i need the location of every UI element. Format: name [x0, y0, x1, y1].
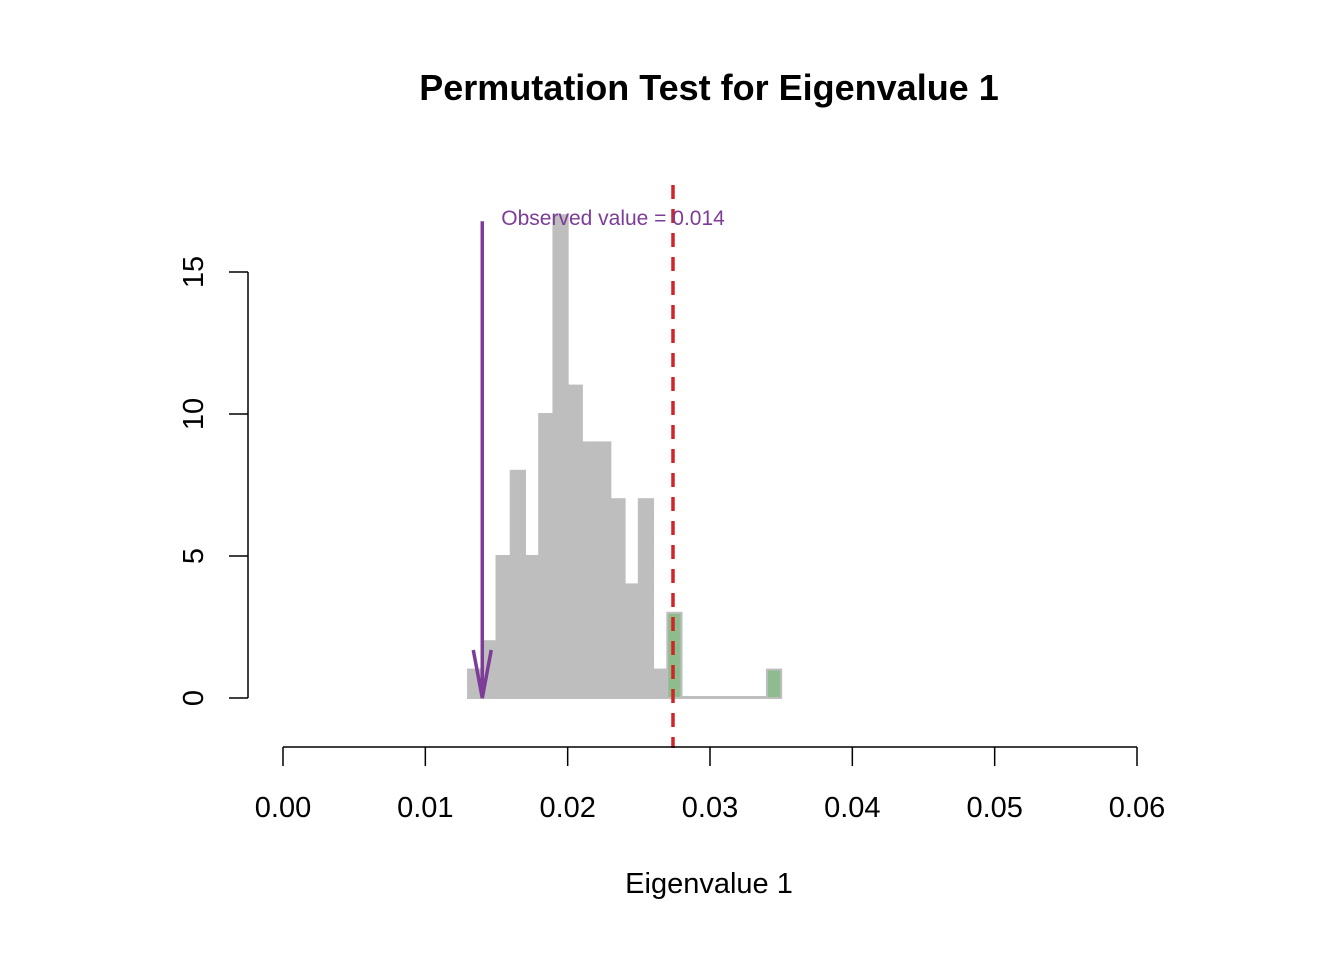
- histogram-bar: [765, 668, 783, 699]
- histogram-bar: [509, 469, 526, 699]
- x-tick-label: 0.02: [539, 792, 595, 824]
- histogram-bar: [680, 696, 697, 699]
- x-tick-label: 0.04: [824, 792, 880, 824]
- histogram-bar: [566, 384, 583, 699]
- histogram-bar: [694, 696, 711, 699]
- y-tick-label: 15: [178, 256, 210, 288]
- histogram-bar: [552, 214, 569, 699]
- histogram-bar: [609, 498, 626, 700]
- x-tick-label: 0.06: [1109, 792, 1165, 824]
- histogram-bar: [751, 696, 768, 699]
- y-tick-label: 10: [178, 398, 210, 430]
- y-axis: 0 5 10 15: [178, 256, 249, 706]
- observed-value-marker: Observed value = 0.014: [471, 207, 725, 699]
- x-tick-label: 0.01: [397, 792, 453, 824]
- histogram-bar: [737, 696, 754, 699]
- observed-value-label: Observed value = 0.014: [501, 207, 725, 230]
- y-tick-label: 5: [178, 548, 210, 564]
- histogram-bars: [467, 214, 783, 700]
- histogram-bar: [709, 696, 726, 699]
- histogram-bar: [523, 555, 541, 699]
- histogram-bar: [637, 498, 655, 700]
- x-tick-label: 0.03: [682, 792, 738, 824]
- histogram-bar: [595, 441, 612, 699]
- x-axis-title: Eigenvalue 1: [625, 868, 793, 900]
- x-tick-label: 0.00: [255, 792, 311, 824]
- y-tick-label: 0: [178, 690, 210, 706]
- histogram-bar: [580, 441, 598, 699]
- histogram-bar: [538, 413, 555, 699]
- observed-arrow-head: [471, 649, 493, 699]
- chart-title: Permutation Test for Eigenvalue 1: [419, 67, 998, 108]
- histogram-bar: [495, 555, 512, 699]
- x-axis: 0.00 0.01 0.02 0.03 0.04 0.05 0.06: [255, 746, 1165, 824]
- histogram-bar: [652, 668, 669, 699]
- x-tick-label: 0.05: [966, 792, 1022, 824]
- histogram-bar: [623, 583, 640, 700]
- histogram-bar: [723, 696, 740, 699]
